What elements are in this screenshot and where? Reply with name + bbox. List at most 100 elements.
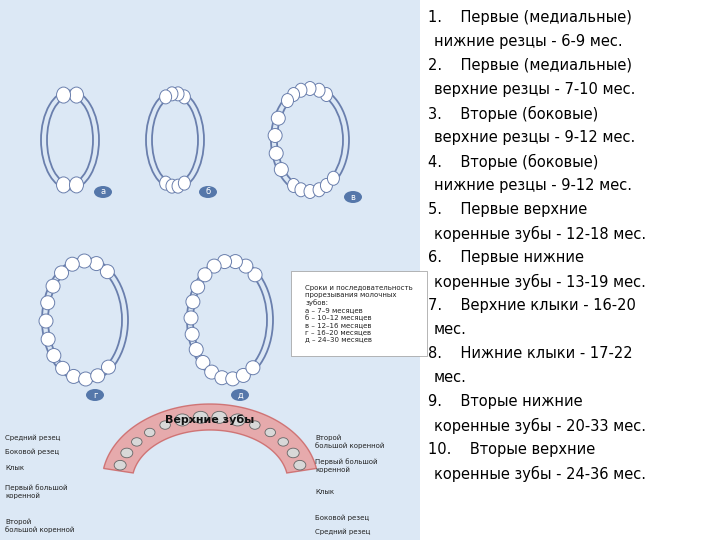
Text: мес.: мес. bbox=[434, 322, 467, 337]
Ellipse shape bbox=[94, 186, 112, 198]
Ellipse shape bbox=[69, 87, 84, 103]
Ellipse shape bbox=[57, 177, 71, 193]
Text: верхние резцы - 7-10 мес.: верхние резцы - 7-10 мес. bbox=[434, 82, 635, 97]
Ellipse shape bbox=[204, 365, 219, 379]
Ellipse shape bbox=[313, 83, 325, 97]
Ellipse shape bbox=[320, 179, 333, 192]
Ellipse shape bbox=[175, 414, 190, 426]
Ellipse shape bbox=[186, 295, 200, 309]
Ellipse shape bbox=[91, 369, 104, 383]
Ellipse shape bbox=[228, 254, 243, 268]
Ellipse shape bbox=[86, 389, 104, 401]
Ellipse shape bbox=[166, 179, 178, 193]
Text: 2.    Первые (медиальные): 2. Первые (медиальные) bbox=[428, 58, 632, 73]
Ellipse shape bbox=[236, 368, 251, 382]
Ellipse shape bbox=[269, 146, 283, 160]
Ellipse shape bbox=[41, 332, 55, 346]
Text: Боковой резец: Боковой резец bbox=[315, 515, 369, 521]
Text: Средний резец: Средний резец bbox=[5, 435, 60, 441]
Ellipse shape bbox=[196, 355, 210, 369]
Ellipse shape bbox=[78, 372, 93, 386]
Ellipse shape bbox=[57, 87, 71, 103]
Ellipse shape bbox=[248, 268, 262, 282]
Text: г: г bbox=[93, 390, 97, 400]
Ellipse shape bbox=[160, 90, 171, 104]
Ellipse shape bbox=[179, 176, 190, 190]
Ellipse shape bbox=[172, 87, 184, 101]
Ellipse shape bbox=[250, 421, 260, 429]
Ellipse shape bbox=[160, 176, 171, 190]
Text: коренные зубы - 20-33 мес.: коренные зубы - 20-33 мес. bbox=[434, 418, 646, 434]
Ellipse shape bbox=[344, 191, 362, 203]
Ellipse shape bbox=[189, 342, 203, 356]
Text: б: б bbox=[205, 187, 211, 197]
Text: в: в bbox=[351, 192, 356, 201]
Ellipse shape bbox=[193, 411, 208, 423]
Ellipse shape bbox=[295, 183, 307, 197]
Text: коренные зубы - 13-19 мес.: коренные зубы - 13-19 мес. bbox=[434, 274, 646, 290]
Text: 3.    Вторые (боковые): 3. Вторые (боковые) bbox=[428, 106, 598, 122]
Ellipse shape bbox=[268, 129, 282, 143]
Text: коренные зубы - 12-18 мес.: коренные зубы - 12-18 мес. bbox=[434, 226, 646, 242]
Text: Второй: Второй bbox=[315, 435, 341, 441]
Ellipse shape bbox=[89, 256, 104, 271]
Ellipse shape bbox=[278, 438, 289, 446]
PathPatch shape bbox=[104, 404, 316, 473]
Text: а: а bbox=[100, 187, 106, 197]
Ellipse shape bbox=[46, 279, 60, 293]
Ellipse shape bbox=[287, 87, 300, 102]
Ellipse shape bbox=[66, 257, 79, 271]
Ellipse shape bbox=[328, 171, 339, 185]
Ellipse shape bbox=[55, 266, 68, 280]
Ellipse shape bbox=[185, 327, 199, 341]
Ellipse shape bbox=[265, 428, 276, 437]
Ellipse shape bbox=[230, 414, 246, 426]
Ellipse shape bbox=[121, 448, 132, 458]
Text: Клык: Клык bbox=[5, 465, 24, 471]
Bar bbox=[0, 0, 420, 540]
Text: Средний резец: Средний резец bbox=[315, 529, 370, 535]
Text: нижние резцы - 9-12 мес.: нижние резцы - 9-12 мес. bbox=[434, 178, 632, 193]
Ellipse shape bbox=[239, 259, 253, 273]
Ellipse shape bbox=[172, 179, 184, 193]
Text: 6.    Первые нижние: 6. Первые нижние bbox=[428, 250, 584, 265]
Text: 4.    Вторые (боковые): 4. Вторые (боковые) bbox=[428, 154, 598, 170]
Ellipse shape bbox=[47, 348, 61, 362]
Ellipse shape bbox=[320, 87, 333, 102]
Ellipse shape bbox=[199, 186, 217, 198]
Ellipse shape bbox=[304, 185, 316, 199]
Ellipse shape bbox=[198, 268, 212, 282]
Ellipse shape bbox=[287, 448, 300, 458]
Text: Первый большой: Первый большой bbox=[5, 484, 68, 491]
Ellipse shape bbox=[77, 254, 91, 268]
Text: Клык: Клык bbox=[315, 489, 334, 495]
Ellipse shape bbox=[207, 259, 221, 273]
Text: коренные зубы - 24-36 мес.: коренные зубы - 24-36 мес. bbox=[434, 466, 646, 482]
Text: Верхние зубы: Верхние зубы bbox=[166, 415, 255, 425]
Text: Первый большой: Первый большой bbox=[315, 458, 377, 465]
Text: 1.    Первые (медиальные): 1. Первые (медиальные) bbox=[428, 10, 632, 25]
Ellipse shape bbox=[55, 361, 70, 375]
Ellipse shape bbox=[41, 296, 55, 310]
Text: 9.    Вторые нижние: 9. Вторые нижние bbox=[428, 394, 582, 409]
Ellipse shape bbox=[212, 411, 227, 423]
Ellipse shape bbox=[295, 83, 307, 97]
Ellipse shape bbox=[191, 280, 204, 294]
Text: мес.: мес. bbox=[434, 370, 467, 385]
Text: д: д bbox=[237, 390, 243, 400]
Text: верхние резцы - 9-12 мес.: верхние резцы - 9-12 мес. bbox=[434, 130, 635, 145]
Ellipse shape bbox=[102, 360, 115, 374]
Ellipse shape bbox=[287, 179, 300, 192]
Ellipse shape bbox=[217, 254, 232, 268]
Ellipse shape bbox=[246, 361, 260, 375]
Text: коренной: коренной bbox=[5, 492, 40, 500]
Text: 5.    Первые верхние: 5. Первые верхние bbox=[428, 202, 588, 217]
Ellipse shape bbox=[166, 87, 178, 101]
Ellipse shape bbox=[179, 90, 190, 104]
Text: 10.    Вторые верхние: 10. Вторые верхние bbox=[428, 442, 595, 457]
Ellipse shape bbox=[132, 438, 142, 446]
Text: Боковой резец: Боковой резец bbox=[5, 449, 59, 455]
Ellipse shape bbox=[313, 183, 325, 197]
Ellipse shape bbox=[184, 311, 198, 325]
Ellipse shape bbox=[69, 177, 84, 193]
